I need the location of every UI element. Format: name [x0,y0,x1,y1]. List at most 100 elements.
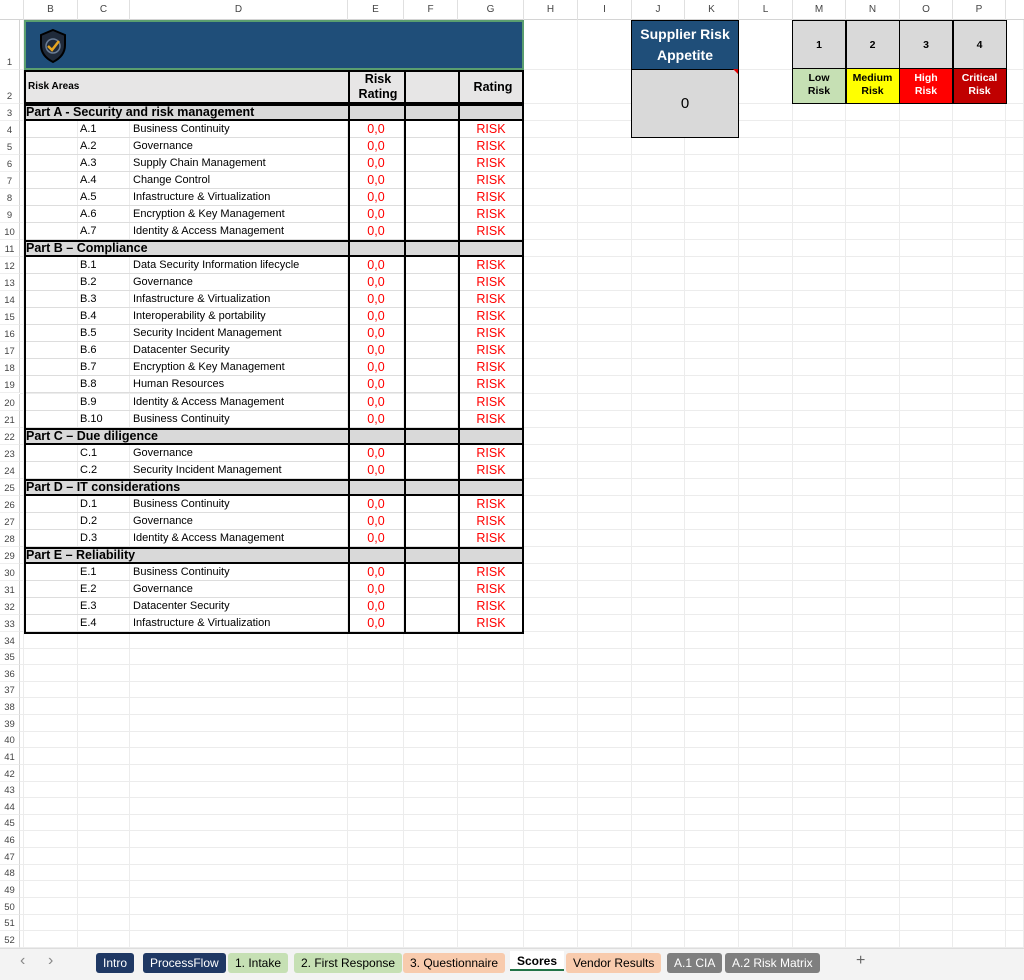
column-header-G[interactable]: G [458,0,524,20]
row-header-40[interactable]: 40 [0,731,20,749]
row-header-27[interactable]: 27 [0,512,20,530]
comment-indicator[interactable] [733,69,738,74]
row-header-43[interactable]: 43 [0,781,20,799]
table-row[interactable]: E.1 Business Continuity 0,0 RISK [24,564,524,581]
table-row[interactable]: A.3 Supply Chain Management 0,0 RISK [24,155,524,173]
tab-processflow[interactable]: ProcessFlow [143,953,226,973]
row-header-29[interactable]: 29 [0,546,20,564]
row-header-39[interactable]: 39 [0,715,20,732]
row-header-45[interactable]: 45 [0,814,20,832]
tab-scores[interactable]: Scores [510,951,565,971]
row-header-28[interactable]: 28 [0,529,20,547]
row-header-11[interactable]: 11 [0,240,20,258]
tab-3-questionnaire[interactable]: 3. Questionnaire [403,953,506,973]
row-header-35[interactable]: 35 [0,648,20,666]
row-header-25[interactable]: 25 [0,478,20,496]
section-header-row[interactable]: Part E – Reliability [24,546,524,564]
row-header-48[interactable]: 48 [0,864,20,882]
row-header-10[interactable]: 10 [0,223,20,241]
table-row[interactable]: B.10 Business Continuity 0,0 RISK [24,411,524,428]
table-row[interactable]: A.6 Encryption & Key Management 0,0 RISK [24,206,524,224]
tab-scroll-next[interactable]: › [48,952,54,969]
section-header-row[interactable]: Part C – Due diligence [24,427,524,445]
table-row[interactable]: C.2 Security Incident Management 0,0 RISK [24,462,524,479]
table-row[interactable]: B.4 Interoperability & portability 0,0 RISK [24,308,524,326]
row-header-23[interactable]: 23 [0,444,20,462]
tab-a-2-risk-matrix[interactable]: A.2 Risk Matrix [725,953,820,973]
row-header-47[interactable]: 47 [0,848,20,865]
table-row[interactable]: B.5 Security Incident Management 0,0 RISK [24,325,524,343]
table-row[interactable]: B.8 Human Resources 0,0 RISK [24,376,524,394]
row-header-15[interactable]: 15 [0,308,20,326]
table-row[interactable]: B.9 Identity & Access Management 0,0 RISK [24,394,524,411]
header-banner[interactable] [24,20,524,70]
add-sheet-button[interactable]: + [856,952,866,969]
row-header-32[interactable]: 32 [0,597,20,615]
column-header-H[interactable]: H [524,0,578,20]
column-header-L[interactable]: L [739,0,793,20]
row-header-41[interactable]: 41 [0,748,20,765]
row-header-42[interactable]: 42 [0,764,20,782]
table-row[interactable]: D.2 Governance 0,0 RISK [24,513,524,530]
table-row[interactable]: A.7 Identity & Access Management 0,0 RISK [24,223,524,241]
row-header-36[interactable]: 36 [0,665,20,682]
row-header-49[interactable]: 49 [0,881,20,898]
table-row[interactable]: D.3 Identity & Access Management 0,0 RISK [24,530,524,547]
row-header-37[interactable]: 37 [0,681,20,699]
row-header-33[interactable]: 33 [0,614,20,632]
row-header-34[interactable]: 34 [0,631,20,649]
column-header-A[interactable] [20,0,24,20]
row-header-14[interactable]: 14 [0,291,20,309]
column-header-B[interactable]: B [24,0,78,20]
column-header-C[interactable]: C [78,0,130,20]
row-header-1[interactable]: 1 [0,20,20,70]
row-header-50[interactable]: 50 [0,898,20,915]
table-row[interactable]: C.1 Governance 0,0 RISK [24,445,524,462]
table-row[interactable]: E.3 Datacenter Security 0,0 RISK [24,598,524,615]
table-row[interactable]: B.2 Governance 0,0 RISK [24,274,524,292]
row-header-24[interactable]: 24 [0,461,20,479]
row-header-38[interactable]: 38 [0,698,20,716]
column-header-J[interactable]: J [632,0,685,20]
row-header-2[interactable]: 2 [0,70,20,104]
column-header-E[interactable]: E [348,0,404,20]
column-header-M[interactable]: M [793,0,846,20]
row-header-16[interactable]: 16 [0,325,20,343]
table-row[interactable]: B.1 Data Security Information lifecycle 0,… [24,257,524,275]
table-row[interactable]: B.3 Infastructure & Virtualization 0,0 RISK [24,291,524,309]
tab-1-intake[interactable]: 1. Intake [228,953,289,973]
row-header-4[interactable]: 4 [0,121,20,139]
section-header-row[interactable]: Part B – Compliance [24,240,524,258]
row-header-3[interactable]: 3 [0,104,20,122]
tab-a-1-cia[interactable]: A.1 CIA [667,953,723,973]
table-row[interactable]: A.4 Change Control 0,0 RISK [24,172,524,190]
table-row[interactable]: E.2 Governance 0,0 RISK [24,581,524,598]
row-header-22[interactable]: 22 [0,427,20,445]
row-header-52[interactable]: 52 [0,931,20,948]
column-header-P[interactable]: P [953,0,1006,20]
row-header-19[interactable]: 19 [0,376,20,394]
tab-intro[interactable]: Intro [96,953,135,973]
table-row[interactable]: B.7 Encryption & Key Management 0,0 RISK [24,359,524,377]
row-header-9[interactable]: 9 [0,206,20,224]
column-header-F[interactable]: F [404,0,458,20]
table-row[interactable]: A.2 Governance 0,0 RISK [24,138,524,156]
row-header-17[interactable]: 17 [0,342,20,360]
table-row[interactable]: E.4 Infastructure & Virtualization 0,0 RISK [24,615,524,632]
row-header-18[interactable]: 18 [0,359,20,377]
table-row[interactable]: B.6 Datacenter Security 0,0 RISK [24,342,524,360]
column-header-O[interactable]: O [900,0,953,20]
row-header-44[interactable]: 44 [0,798,20,815]
table-row[interactable]: A.1 Business Continuity 0,0 RISK [24,121,524,139]
table-row[interactable]: D.1 Business Continuity 0,0 RISK [24,496,524,513]
row-header-6[interactable]: 6 [0,155,20,173]
row-header-8[interactable]: 8 [0,189,20,207]
table-row[interactable]: A.5 Infastructure & Virtualization 0,0 RISK [24,189,524,207]
appetite-value[interactable]: 0 [632,69,738,137]
column-header-I[interactable]: I [578,0,632,20]
row-header-26[interactable]: 26 [0,495,20,513]
row-header-31[interactable]: 31 [0,580,20,598]
section-header-row[interactable]: Part D – IT considerations [24,478,524,496]
column-header-K[interactable]: K [685,0,739,20]
tab-scroll-prev[interactable]: ‹ [20,952,26,969]
